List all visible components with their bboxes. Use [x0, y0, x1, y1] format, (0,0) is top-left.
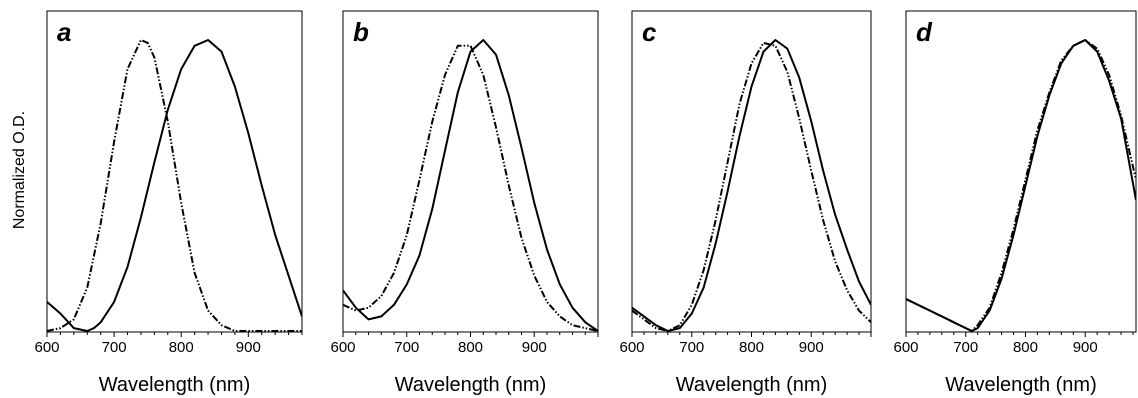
panel-a: 600 700 800 900 Wavelength (nm) a: [34, 10, 303, 396]
x-tick-label: 700: [953, 339, 978, 356]
x-axis-label: Wavelength (nm): [676, 374, 828, 396]
x-tick-label: 700: [102, 339, 127, 356]
x-tick-label: 800: [739, 339, 764, 356]
series-solid-line: [47, 39, 302, 332]
panel-letter: a: [57, 17, 71, 47]
series-dash-dot-dot-line: [632, 41, 871, 332]
x-tick-label: 600: [34, 339, 59, 356]
x-tick-label: 700: [679, 339, 704, 356]
panel-letter: b: [353, 17, 369, 47]
x-tick-label: 800: [1013, 339, 1038, 356]
series-dash-dot-dot-line: [343, 44, 598, 332]
x-tick-label: 600: [330, 339, 355, 356]
x-tick-label: 600: [619, 339, 644, 356]
x-tick-label: 600: [893, 339, 918, 356]
series-dash-dot-dot-line: [906, 39, 1136, 332]
plot-frame: [46, 10, 303, 333]
plot-frame: [631, 10, 872, 333]
x-tick-label: 900: [799, 339, 824, 356]
panels: 600 700 800 900 Wavelength (nm) a 600 700 800 900…: [34, 10, 1137, 396]
x-axis-label: Wavelength (nm): [945, 374, 1097, 396]
series-solid-line: [632, 39, 871, 332]
plot-frame: [905, 10, 1137, 333]
x-tick-label: 800: [169, 339, 194, 356]
x-tick-label: 900: [522, 339, 547, 356]
series-solid-line: [343, 39, 598, 332]
x-tick-label: 800: [458, 339, 483, 356]
x-axis-label: Wavelength (nm): [99, 374, 251, 396]
panel-c: 600 700 800 900 Wavelength (nm) c: [619, 10, 872, 396]
panel-b: 600 700 800 900 Wavelength (nm) b: [330, 10, 599, 396]
x-tick-label: 900: [1073, 339, 1098, 356]
panel-letter: c: [642, 17, 657, 47]
series-solid-line: [906, 39, 1136, 332]
series-dash-dot-dot-line: [47, 39, 302, 332]
x-axis-label: Wavelength (nm): [395, 374, 547, 396]
panel-d: 600 700 800 900 Wavelength (nm) d: [893, 10, 1137, 396]
x-tick-label: 700: [394, 339, 419, 356]
panel-letter: d: [916, 17, 933, 47]
y-axis-label: Normalized O.D.: [11, 111, 28, 229]
x-tick-label: 900: [236, 339, 261, 356]
